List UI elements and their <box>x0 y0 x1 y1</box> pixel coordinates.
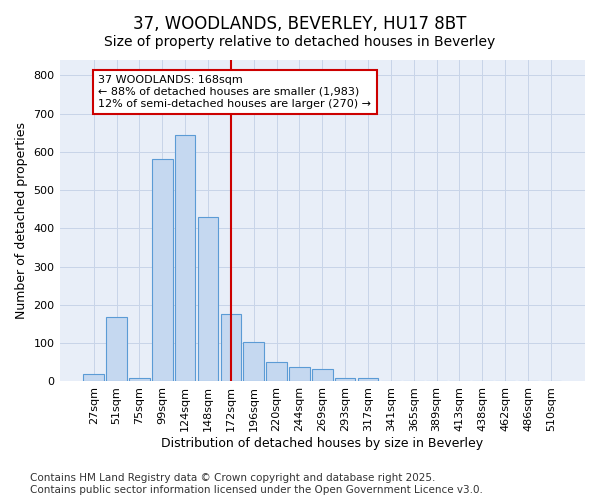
Bar <box>221 314 241 382</box>
Text: 37, WOODLANDS, BEVERLEY, HU17 8BT: 37, WOODLANDS, BEVERLEY, HU17 8BT <box>133 15 467 33</box>
Bar <box>380 380 401 382</box>
Bar <box>289 367 310 382</box>
Bar <box>426 380 447 382</box>
Bar <box>152 160 173 382</box>
Bar <box>175 134 196 382</box>
Bar <box>403 380 424 382</box>
Bar <box>358 378 378 382</box>
Bar <box>266 362 287 382</box>
Y-axis label: Number of detached properties: Number of detached properties <box>15 122 28 319</box>
Bar <box>244 342 264 382</box>
Text: Size of property relative to detached houses in Beverley: Size of property relative to detached ho… <box>104 35 496 49</box>
Bar <box>335 378 355 382</box>
Bar <box>541 380 561 382</box>
X-axis label: Distribution of detached houses by size in Beverley: Distribution of detached houses by size … <box>161 437 484 450</box>
Text: Contains HM Land Registry data © Crown copyright and database right 2025.
Contai: Contains HM Land Registry data © Crown c… <box>30 474 483 495</box>
Bar <box>129 378 150 382</box>
Bar <box>83 374 104 382</box>
Bar <box>198 217 218 382</box>
Bar <box>312 369 332 382</box>
Bar <box>106 317 127 382</box>
Text: 37 WOODLANDS: 168sqm
← 88% of detached houses are smaller (1,983)
12% of semi-de: 37 WOODLANDS: 168sqm ← 88% of detached h… <box>98 76 371 108</box>
